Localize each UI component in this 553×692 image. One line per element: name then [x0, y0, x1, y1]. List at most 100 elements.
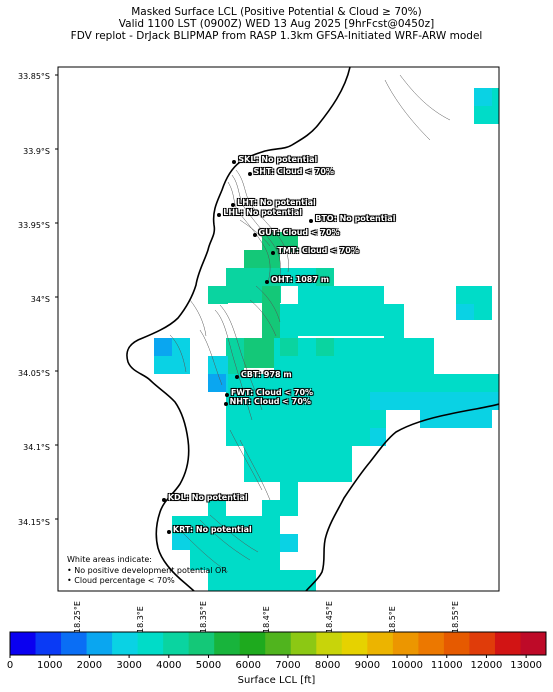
colorbar-tick-label: 6000	[235, 660, 261, 671]
colorbar-swatch	[61, 632, 88, 655]
station-dot	[271, 250, 276, 255]
lcl-cell	[434, 374, 499, 392]
lat-tick-label: 33.95°S	[18, 220, 50, 230]
lcl-cell	[280, 534, 298, 552]
station-label: GUT: Cloud < 70%	[258, 227, 340, 237]
station-label: NHT: Cloud < 70%	[229, 396, 311, 406]
colorbar-swatch	[443, 632, 470, 655]
lcl-cell	[370, 428, 386, 446]
colorbar-swatch	[188, 632, 215, 655]
lcl-cell	[298, 570, 316, 591]
map-title: Masked Surface LCL (Positive Potential &…	[0, 6, 553, 42]
station-dot	[161, 498, 166, 503]
title-line-2: Valid 1100 LST (0900Z) WED 13 Aug 2025 […	[118, 18, 435, 30]
lon-tick-label: 18.45°E	[325, 601, 335, 633]
lcl-cell	[280, 338, 298, 356]
colorbar-swatch	[392, 632, 419, 655]
colorbar-swatch	[35, 632, 62, 655]
lcl-cells	[154, 88, 499, 591]
colorbar-swatch	[418, 632, 445, 655]
colorbar-tick-label: 5000	[195, 660, 222, 671]
lcl-cell	[420, 410, 492, 428]
note-line: White areas indicate:	[67, 555, 153, 564]
lon-tick-label: 18.35°E	[199, 601, 209, 633]
colorbar-frame	[9, 631, 547, 656]
lcl-cell	[456, 304, 474, 320]
lat-tick-label: 34.05°S	[18, 369, 50, 379]
station-dot	[166, 529, 171, 534]
lcl-cell	[262, 286, 280, 338]
lcl-cell	[262, 500, 298, 516]
station-label: LHT: No potential	[237, 198, 316, 208]
colorbar-tick-label: 10000	[391, 660, 423, 671]
colorbar-tick-label: 8000	[314, 660, 341, 671]
colorbar-swatch	[86, 632, 113, 655]
station-dot	[223, 401, 228, 406]
lcl-cell	[226, 410, 386, 428]
colorbar-tick-label: 0	[6, 660, 14, 671]
colorbar-swatch	[239, 632, 266, 655]
lcl-cell	[366, 286, 384, 336]
station-dot	[217, 213, 222, 218]
colorbar-swatch	[290, 632, 317, 655]
colorbar-swatch	[367, 632, 394, 655]
station-dot	[309, 219, 314, 224]
station-dot	[247, 171, 252, 176]
station-dot	[234, 375, 239, 380]
plot-frame	[57, 66, 500, 592]
colorbar-tick-label: 13000	[510, 660, 543, 671]
colorbar-swatch	[469, 632, 496, 655]
colorbar-swatch	[494, 632, 521, 655]
title-line-3: FDV replot - DrJack BLIPMAP from RASP 1.…	[70, 30, 483, 42]
lcl-cell	[280, 304, 298, 338]
lcl-cell	[474, 88, 492, 106]
lcl-cell	[298, 286, 366, 336]
lcl-cell	[370, 392, 499, 410]
station-label: KDL: No potential	[167, 493, 248, 503]
colorbar-swatch	[316, 632, 343, 655]
lcl-cell	[190, 534, 280, 570]
lat-tick-label: 33.9°S	[23, 146, 50, 156]
station-label: SHT: Cloud < 70%	[253, 166, 334, 176]
lcl-cell	[208, 570, 298, 591]
lon-tick-label: 18.5°E	[388, 606, 398, 633]
station-dot	[232, 160, 237, 164]
colorbar-tick-label: 7000	[275, 660, 301, 671]
station-label: CBT: 978 m	[240, 370, 292, 380]
lat-tick-label: 34.15°S	[18, 517, 50, 527]
lon-tick-label: 18.25°E	[73, 601, 83, 633]
colorbar-tick-label: 9000	[354, 660, 381, 671]
lcl-cell	[172, 534, 190, 550]
colorbar-tick-label: 11000	[430, 660, 463, 671]
lcl-cell	[208, 500, 226, 516]
station-label: OHT: 1087 m	[271, 275, 330, 285]
colorbar-label: Surface LCL [ft]	[237, 675, 316, 686]
lcl-cell	[172, 516, 280, 534]
coastline	[126, 67, 499, 591]
station-label: LHL: No potential	[223, 208, 302, 218]
colorbar-swatch	[520, 632, 547, 655]
lat-tick-label: 33.85°S	[18, 72, 50, 82]
lcl-cell	[492, 374, 499, 392]
white-area-note: White areas indicate: • No positive deve…	[67, 555, 227, 587]
colorbar-tick-label: 4000	[156, 660, 182, 671]
station-dot	[224, 393, 229, 398]
colorbar	[10, 632, 547, 655]
lcl-cell	[340, 392, 370, 410]
lat-tick-label: 34.1°S	[23, 443, 50, 453]
colorbar-tick-label: 2000	[76, 660, 103, 671]
lon-tick-label: 18.3°E	[136, 606, 146, 633]
note-line: • No positive development potential OR	[67, 565, 227, 575]
station-label: SKL: No potential	[238, 155, 318, 164]
colorbar-swatch	[137, 632, 164, 655]
colorbar-tick-marks	[9, 655, 527, 658]
station-dot	[252, 232, 257, 237]
station-label: KRT: No potential	[172, 524, 252, 534]
lcl-cell	[316, 338, 334, 356]
lon-tick-label: 18.55°E	[451, 601, 461, 633]
station-dot	[231, 203, 236, 208]
lcl-cell	[226, 428, 370, 446]
station-dot	[265, 280, 270, 285]
lat-tick-marks	[55, 74, 58, 520]
